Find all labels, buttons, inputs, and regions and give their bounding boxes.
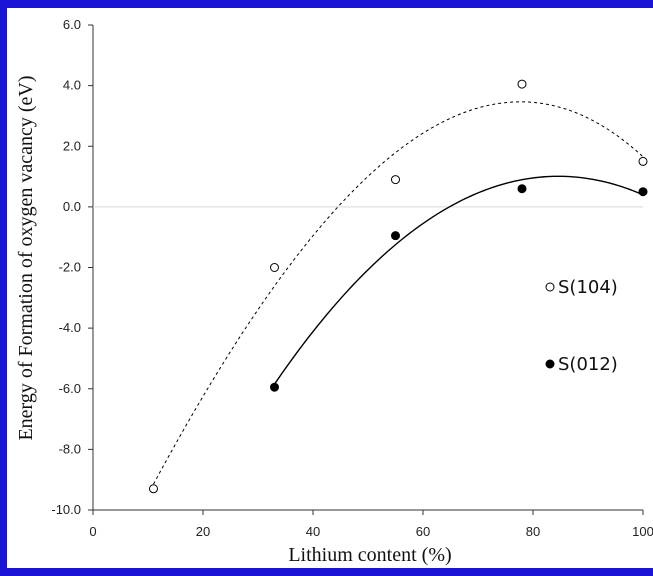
x-axis-title: Lithium content (%) [288,544,451,566]
y-tick-label: 6.0 [63,17,81,32]
legend-label-series-1: S(012) [558,354,618,375]
legend: S(104) S(012) [545,277,618,375]
y-axis: -10.0 -8.0 -6.0 -4.0 -2.0 0.0 2.0 4.0 6.0 [51,17,94,517]
y-tick-label: -4.0 [59,320,81,335]
trendlines [153,101,644,485]
trendline-series-1 [273,175,644,385]
trendline-series-0 [153,101,644,485]
y-tick-label: -8.0 [59,441,81,456]
data-point-series-0 [517,79,527,89]
data-point-series-0 [391,175,400,185]
data-point-series-0 [149,484,158,494]
y-axis-title: Energy of Formation of oxygen vacancy (e… [15,75,37,440]
data-point-series-0 [270,263,279,272]
x-tick-label: 40 [306,524,320,539]
y-tick-label: -2.0 [59,260,81,275]
data-point-series-1 [638,187,648,197]
legend-marker-series-1 [545,359,555,369]
y-tick-label: 4.0 [63,78,81,93]
x-tick-label: 20 [196,524,210,539]
data-point-series-1 [270,382,279,392]
x-tick-label: 100 [632,524,653,539]
y-tick-label: 2.0 [63,138,81,153]
data-point-series-1 [391,231,400,241]
data-points [149,79,648,494]
x-axis: 0 20 40 60 80 100 [89,509,653,539]
y-tick-label: 0.0 [63,199,81,214]
data-point-series-0 [638,156,648,166]
legend-label-series-0: S(104) [558,277,618,298]
y-tick-label: -10.0 [51,502,81,517]
x-tick-label: 60 [416,524,430,539]
x-tick-label: 80 [526,524,540,539]
x-tick-label: 0 [89,524,96,539]
data-point-series-1 [517,184,527,194]
legend-marker-series-0 [545,282,555,292]
y-tick-label: -6.0 [59,381,81,396]
